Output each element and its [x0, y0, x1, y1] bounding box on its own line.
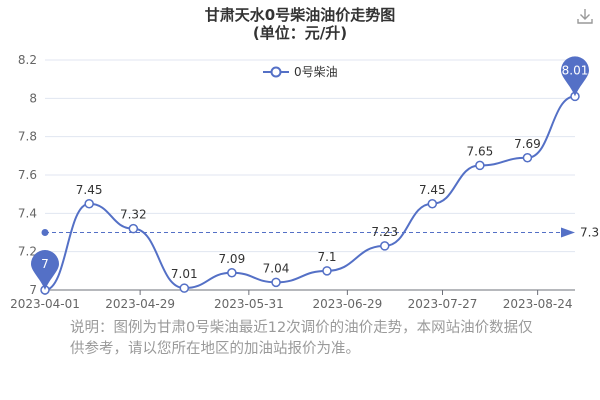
- data-label: 7.45: [76, 183, 103, 197]
- x-tick-label: 2023-05-31: [214, 297, 284, 311]
- series-path: [44, 95, 576, 291]
- data-label: 7.69: [514, 137, 541, 151]
- data-label: 7.32: [120, 208, 147, 222]
- y-axis-ticks: 7 7.2 7.4 7.6 7.8 8 8.2: [18, 53, 37, 297]
- series-line: [44, 95, 576, 291]
- x-tick-label: 2023-07-27: [408, 297, 478, 311]
- chart-title: 甘肃天水0号柴油油价走势图: [205, 6, 395, 24]
- y-tick-label: 7: [29, 283, 37, 297]
- download-icon[interactable]: [575, 6, 595, 26]
- data-point[interactable]: [84, 199, 94, 209]
- max-marker-label: 8.01: [562, 63, 589, 77]
- x-tick-label: 2023-04-29: [105, 297, 175, 311]
- y-tick-label: 7.4: [18, 206, 37, 220]
- x-tick-label: 2023-06-29: [312, 297, 382, 311]
- max-marker-pin: [561, 56, 589, 97]
- data-point[interactable]: [322, 266, 332, 276]
- average-start-dot: [41, 229, 49, 236]
- x-tick-label: 2023-08-24: [503, 297, 573, 311]
- chart-subtitle: (单位：元/升): [253, 24, 347, 42]
- legend-marker: [270, 66, 282, 78]
- x-axis: 2023-04-01 2023-04-29 2023-05-31 2023-06-29…: [10, 290, 573, 311]
- x-tick-label: 2023-04-01: [10, 297, 80, 311]
- data-points: [40, 91, 580, 295]
- legend-label: 0号柴油: [294, 65, 338, 79]
- data-label: 7.04: [263, 261, 290, 275]
- y-tick-label: 7.8: [18, 130, 37, 144]
- y-tick-label: 7.2: [18, 245, 37, 259]
- y-tick-label: 7.6: [18, 168, 37, 182]
- data-label: 7.1: [317, 250, 336, 264]
- min-marker-pin: [31, 250, 59, 290]
- data-point[interactable]: [427, 199, 438, 209]
- average-arrow: [561, 227, 575, 238]
- extreme-markers: 78.01: [31, 56, 589, 290]
- data-point[interactable]: [271, 277, 281, 288]
- data-label: 7.09: [218, 252, 245, 266]
- data-labels: 7.45 7.32 7.01 7.09 7.04 7.1 7.23 7.45 7.65 7.69: [76, 137, 541, 281]
- average-value-label: 7.3: [580, 226, 599, 240]
- data-point[interactable]: [179, 283, 190, 293]
- data-point[interactable]: [227, 268, 237, 278]
- data-point[interactable]: [475, 160, 485, 171]
- min-marker-label: 7: [41, 257, 49, 271]
- data-label: 7.45: [419, 183, 446, 197]
- data-label: 7.01: [171, 267, 198, 281]
- y-tick-label: 8.2: [18, 53, 37, 67]
- data-point[interactable]: [379, 241, 390, 251]
- grid-lines: [45, 59, 575, 291]
- data-label: 7.65: [467, 144, 494, 158]
- data-point[interactable]: [128, 223, 139, 234]
- data-point[interactable]: [522, 153, 533, 163]
- disclaimer-note: 说明：图例为甘肃0号柴油最近12次调价的油价走势，本网站油价数据仅供参考，请以您…: [70, 320, 533, 357]
- y-tick-label: 8: [29, 91, 37, 105]
- data-label: 7.23: [371, 225, 398, 239]
- legend[interactable]: 0号柴油: [263, 65, 338, 79]
